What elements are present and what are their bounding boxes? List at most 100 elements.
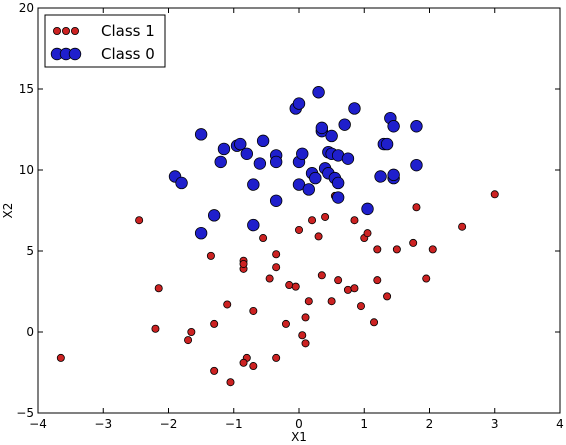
class-0-point	[410, 120, 423, 133]
class-0-point	[207, 209, 221, 222]
x-tick-label: −4	[29, 417, 47, 431]
y-tick-label: 5	[26, 244, 34, 258]
class-1-point	[239, 358, 248, 367]
class-1-point	[301, 339, 310, 348]
legend-entry-class-1	[53, 26, 80, 35]
class-1-point	[301, 313, 310, 322]
class-1-point	[350, 284, 359, 293]
class-1-point	[210, 319, 219, 328]
x-tick-label: −2	[160, 417, 178, 431]
class-1-point	[223, 300, 232, 309]
class-0-point	[380, 137, 394, 151]
class-1-point	[294, 225, 303, 234]
x-tick-label: 2	[426, 417, 434, 431]
class-1-point	[409, 238, 418, 247]
class-1-point	[334, 276, 343, 285]
class-0-point	[302, 183, 315, 196]
class-1-point	[249, 306, 258, 315]
class-1-point	[373, 276, 382, 285]
y-tick-label: 0	[26, 325, 34, 339]
class-1-point	[383, 292, 392, 301]
legend-marker-class-1	[62, 26, 71, 35]
x-tick-label: 3	[491, 417, 499, 431]
x-tick-label: 1	[360, 417, 368, 431]
class-1-point	[239, 259, 248, 268]
class-1-point	[285, 281, 294, 290]
class-0-point	[387, 168, 400, 182]
class-1-point	[304, 297, 313, 306]
class-1-point	[373, 245, 382, 254]
legend: Class 1 Class 0	[44, 14, 166, 68]
class-1-point	[321, 212, 330, 221]
x-axis-label: X1	[291, 430, 307, 444]
x-tick-label: 4	[556, 417, 564, 431]
class-1-point	[56, 353, 65, 362]
class-1-point	[314, 232, 323, 241]
y-tick-label: 15	[19, 82, 34, 96]
class-0-point	[253, 157, 267, 170]
class-1-point	[281, 319, 290, 328]
class-0-point	[309, 171, 322, 185]
class-0-point	[269, 155, 283, 169]
class-1-point	[291, 282, 300, 291]
class-1-point	[308, 216, 317, 225]
class-1-point	[151, 324, 160, 333]
class-0-point	[296, 147, 309, 161]
class-1-point	[272, 353, 281, 362]
class-1-point	[422, 274, 431, 283]
class-1-point	[210, 366, 219, 375]
class-0-point	[194, 128, 208, 141]
class-1-point	[363, 229, 372, 238]
class-0-point	[387, 120, 400, 133]
class-1-point	[272, 263, 281, 272]
class-0-point	[247, 218, 260, 232]
class-0-point	[214, 155, 227, 169]
legend-label-class-0: Class 0	[101, 45, 155, 63]
x-tick-label: −1	[225, 417, 243, 431]
class-1-point	[184, 336, 193, 345]
legend-marker-class-1	[53, 26, 62, 35]
class-0-point	[194, 226, 208, 240]
class-0-point	[292, 178, 306, 191]
class-0-point	[374, 170, 387, 183]
legend-entry-class-0	[50, 47, 82, 61]
class-0-point	[338, 118, 351, 131]
class-1-point	[135, 216, 144, 225]
class-0-point	[256, 134, 270, 148]
class-1-point	[392, 245, 401, 254]
class-1-point	[317, 271, 326, 280]
legend-label-class-1: Class 1	[101, 22, 155, 40]
legend-marker-class-0	[68, 47, 82, 61]
class-0-point	[361, 202, 374, 216]
class-1-point	[412, 203, 421, 212]
class-1-point	[356, 302, 365, 311]
class-1-point	[206, 251, 215, 260]
class-1-point	[458, 222, 467, 231]
class-0-point	[247, 178, 260, 191]
class-0-point	[292, 97, 306, 110]
class-1-point	[490, 190, 499, 199]
y-tick-label: −5	[16, 406, 34, 420]
class-1-point	[259, 234, 268, 243]
class-0-point	[312, 86, 325, 99]
class-0-point	[240, 147, 254, 161]
class-0-point	[315, 121, 329, 135]
class-1-point	[187, 327, 196, 336]
axis-ticks	[37, 7, 561, 414]
legend-marker-class-1	[71, 26, 80, 35]
class-1-point	[343, 285, 352, 294]
class-0-point	[217, 142, 231, 156]
class-1-point	[249, 362, 258, 371]
class-1-point	[226, 378, 235, 387]
class-1-point	[428, 245, 437, 254]
class-0-point	[348, 102, 361, 115]
class-1-point	[272, 250, 281, 259]
axis-tick-labels: −4 −3 −2 −1 0 1 2 3 4 −5 0 5 10 15 20	[16, 1, 564, 431]
class-0-point	[410, 158, 423, 172]
class-0-point	[175, 176, 188, 190]
y-axis-label: X2	[1, 203, 15, 219]
class-0-point	[331, 176, 345, 190]
class-1-point	[154, 284, 163, 293]
